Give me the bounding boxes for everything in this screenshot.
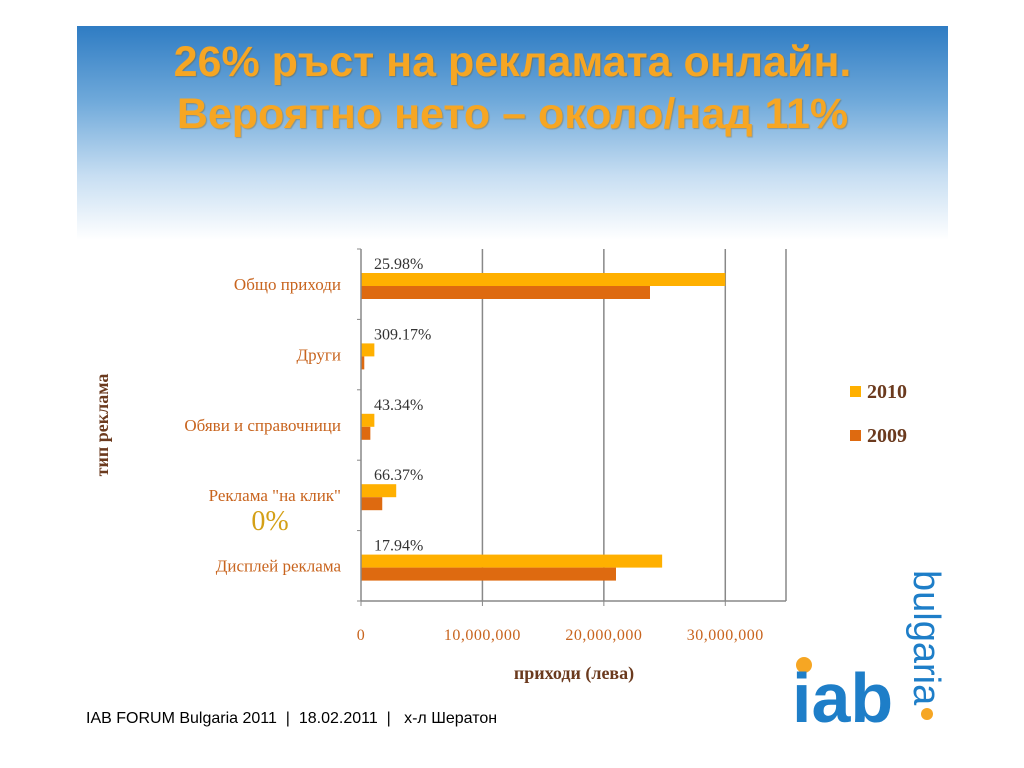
legend-swatch-2009 [850, 430, 861, 441]
bar-2009 [361, 426, 371, 440]
category-label: Дисплей реклама [216, 557, 342, 576]
x-tick-label: 20,000,000 [565, 627, 642, 644]
legend-label-2009: 2009 [867, 425, 907, 447]
x-tick-label: 30,000,000 [687, 627, 764, 644]
bar-2010 [361, 343, 375, 357]
data-label: 66.37% [374, 467, 423, 484]
title-line-1: 26% ръст на рекламата онлайн. [173, 38, 852, 86]
bar-2009 [361, 497, 383, 511]
data-label: 43.34% [374, 397, 423, 414]
bar-2009 [361, 356, 365, 370]
bar-2009 [361, 567, 616, 581]
header-background [77, 26, 948, 240]
y-axis-title: тип реклама [92, 374, 112, 477]
category-label: Реклама "на клик" [209, 486, 341, 505]
data-label: 25.98% [374, 256, 423, 273]
logo-dot-small-icon [921, 708, 933, 720]
bar-2009 [361, 286, 650, 299]
logo-iab-text: iab [792, 659, 893, 737]
annotation-zero-percent: 0% [251, 506, 288, 537]
category-label: Обяви и справочници [184, 416, 341, 435]
x-tick-label: 10,000,000 [444, 627, 521, 644]
slide-title: 26% ръст на рекламата онлайн. Вероятно н… [77, 36, 948, 140]
bar-2010 [361, 484, 397, 498]
bar-2010 [361, 273, 726, 286]
footer-text: IAB FORUM Bulgaria 2011 | 18.02.2011 | х… [86, 710, 498, 727]
x-axis-title: приходи (лева) [514, 663, 634, 684]
title-line-2: Вероятно нето – около/над 11% [176, 90, 849, 138]
bar-2010 [361, 413, 375, 427]
category-label: Общо приходи [234, 275, 341, 294]
bar-2010 [361, 554, 663, 568]
legend-label-2010: 2010 [867, 381, 907, 403]
iab-logo: iab bulgaria [792, 570, 947, 737]
data-label: 309.17% [374, 326, 431, 343]
data-label: 17.94% [374, 538, 423, 555]
logo-dot-icon [796, 657, 812, 673]
category-label: Други [297, 345, 341, 364]
legend-swatch-2010 [850, 386, 861, 397]
logo-bulgaria-text: bulgaria [905, 570, 947, 706]
x-tick-label: 0 [357, 627, 366, 644]
